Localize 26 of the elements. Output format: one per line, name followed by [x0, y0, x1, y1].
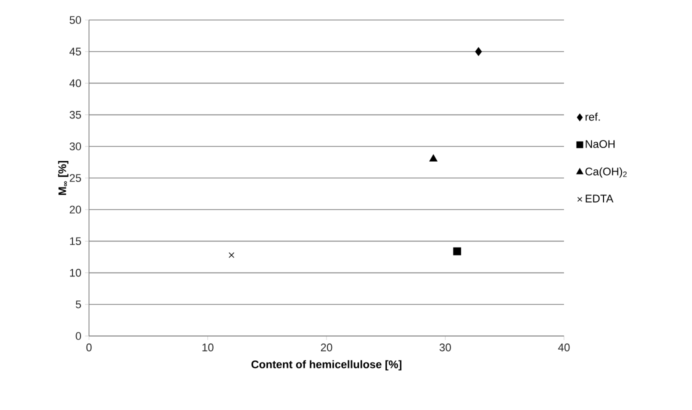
- y-tick-label: 0: [76, 332, 82, 340]
- y-axis-title: M$_{∞}$ [%]: [58, 160, 68, 195]
- point: [429, 154, 438, 162]
- legend-label: EDTA: [586, 194, 614, 202]
- point: [228, 252, 234, 258]
- y-tick-label: 15: [70, 237, 81, 246]
- x-tick-label: 0: [86, 344, 92, 352]
- point: [475, 47, 482, 56]
- y-tick-label: 45: [69, 48, 81, 56]
- y-tick-label: 20: [70, 206, 82, 214]
- y-tick-label: 10: [70, 268, 82, 277]
- y-tick-label: 5: [76, 300, 81, 308]
- y-tick-label: 25: [70, 174, 81, 182]
- legend-label: ref.: [586, 112, 600, 121]
- x-axis-title: Content of hemicellulose [%]: [251, 360, 402, 370]
- legend-label: NaOH: [586, 140, 615, 148]
- y-tick-label: 40: [69, 79, 82, 88]
- x-tick-label: 20: [320, 344, 332, 352]
- y-tick-label: 50: [70, 16, 82, 24]
- point: [453, 247, 462, 256]
- y-tick-label: 30: [70, 142, 82, 150]
- x-tick-label: 30: [440, 344, 451, 352]
- legend-label: Ca(OH)$_{2}$: [585, 167, 627, 178]
- y-tick-label: 35: [70, 110, 81, 119]
- x-tick-label: 10: [202, 344, 214, 352]
- x-tick-label: 40: [558, 344, 570, 352]
